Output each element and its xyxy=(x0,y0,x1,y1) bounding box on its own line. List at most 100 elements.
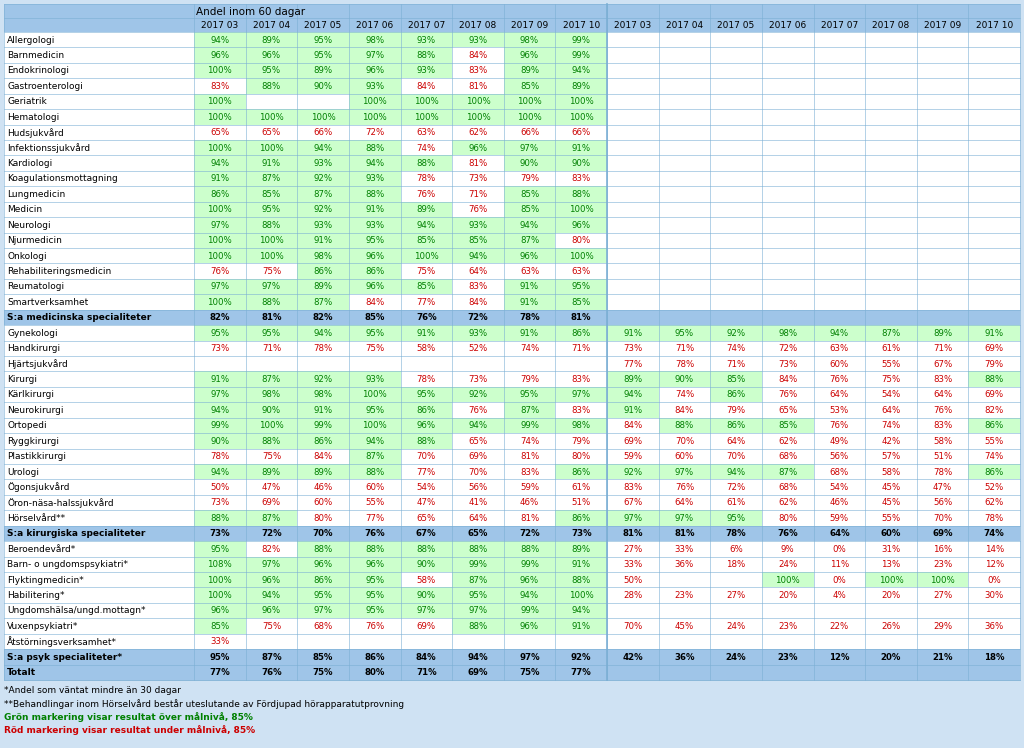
Text: 23%: 23% xyxy=(675,591,694,600)
Bar xyxy=(658,217,711,233)
Text: 65%: 65% xyxy=(262,128,281,137)
Bar xyxy=(658,109,711,125)
Bar xyxy=(246,526,297,541)
Text: 86%: 86% xyxy=(366,267,384,276)
Bar xyxy=(711,156,762,171)
Bar xyxy=(555,125,607,140)
Bar xyxy=(916,541,969,557)
Text: 87%: 87% xyxy=(520,236,540,245)
Bar xyxy=(453,94,504,109)
Bar xyxy=(916,340,969,356)
Text: 12%: 12% xyxy=(829,653,850,662)
Bar xyxy=(297,603,349,619)
Text: 97%: 97% xyxy=(313,607,333,616)
Bar xyxy=(194,233,246,248)
Text: 97%: 97% xyxy=(468,607,487,616)
Text: 86%: 86% xyxy=(365,653,385,662)
Bar xyxy=(813,372,865,387)
Bar xyxy=(4,449,194,464)
Bar xyxy=(865,140,916,156)
Bar xyxy=(607,325,658,340)
Bar xyxy=(555,109,607,125)
Bar xyxy=(813,156,865,171)
Bar xyxy=(607,263,658,279)
Bar xyxy=(4,279,194,294)
Text: 98%: 98% xyxy=(262,390,281,399)
Bar xyxy=(400,356,453,372)
Text: 78%: 78% xyxy=(984,514,1004,523)
Bar xyxy=(658,541,711,557)
Bar xyxy=(297,63,349,79)
Bar xyxy=(711,387,762,402)
Text: 69%: 69% xyxy=(262,498,281,507)
Text: 94%: 94% xyxy=(571,607,591,616)
Text: 31%: 31% xyxy=(882,545,900,554)
Text: 84%: 84% xyxy=(417,82,436,91)
Bar xyxy=(813,603,865,619)
Text: 59%: 59% xyxy=(520,483,539,492)
Bar xyxy=(555,526,607,541)
Text: 41%: 41% xyxy=(468,498,487,507)
Bar xyxy=(400,402,453,417)
Bar xyxy=(555,340,607,356)
Text: 74%: 74% xyxy=(520,437,540,446)
Bar xyxy=(865,541,916,557)
Text: 78%: 78% xyxy=(210,452,229,461)
Bar xyxy=(813,340,865,356)
Bar xyxy=(297,526,349,541)
Bar xyxy=(246,32,297,47)
Bar xyxy=(4,340,194,356)
Bar xyxy=(865,479,916,495)
Bar xyxy=(865,263,916,279)
Bar xyxy=(762,217,813,233)
Bar xyxy=(969,356,1020,372)
Bar xyxy=(194,156,246,171)
Bar xyxy=(916,325,969,340)
Bar xyxy=(400,186,453,202)
Bar xyxy=(555,233,607,248)
Text: 88%: 88% xyxy=(262,221,281,230)
Bar xyxy=(916,63,969,79)
Text: 62%: 62% xyxy=(778,437,798,446)
Bar xyxy=(400,94,453,109)
Text: 36%: 36% xyxy=(674,653,694,662)
Bar xyxy=(297,79,349,94)
Bar xyxy=(349,510,400,526)
Bar xyxy=(762,526,813,541)
Bar xyxy=(504,310,555,325)
Text: 69%: 69% xyxy=(417,622,436,631)
Text: 88%: 88% xyxy=(468,545,487,554)
Text: 68%: 68% xyxy=(829,468,849,476)
Bar xyxy=(813,356,865,372)
Text: 85%: 85% xyxy=(520,205,540,214)
Bar xyxy=(194,32,246,47)
Bar xyxy=(762,664,813,680)
Bar xyxy=(4,63,194,79)
Bar xyxy=(711,217,762,233)
Bar xyxy=(4,356,194,372)
Bar xyxy=(4,171,194,186)
Bar xyxy=(349,233,400,248)
Text: 71%: 71% xyxy=(416,668,436,677)
Text: Barn- o ungdomspsykiatri*: Barn- o ungdomspsykiatri* xyxy=(7,560,128,569)
Bar xyxy=(762,63,813,79)
Text: 91%: 91% xyxy=(210,174,229,183)
Bar xyxy=(916,449,969,464)
Bar xyxy=(607,572,658,587)
Bar xyxy=(400,140,453,156)
Bar xyxy=(504,125,555,140)
Text: 95%: 95% xyxy=(366,575,384,584)
Text: 75%: 75% xyxy=(519,668,540,677)
Bar xyxy=(504,186,555,202)
Text: 100%: 100% xyxy=(208,251,232,260)
Text: 86%: 86% xyxy=(210,190,229,199)
Bar xyxy=(762,417,813,433)
Text: Hematologi: Hematologi xyxy=(7,113,59,122)
Text: 78%: 78% xyxy=(675,360,694,369)
Text: 92%: 92% xyxy=(726,328,745,337)
Text: 64%: 64% xyxy=(468,267,487,276)
Text: 93%: 93% xyxy=(468,221,487,230)
Text: 88%: 88% xyxy=(984,375,1004,384)
Bar xyxy=(297,372,349,387)
Bar xyxy=(813,32,865,47)
